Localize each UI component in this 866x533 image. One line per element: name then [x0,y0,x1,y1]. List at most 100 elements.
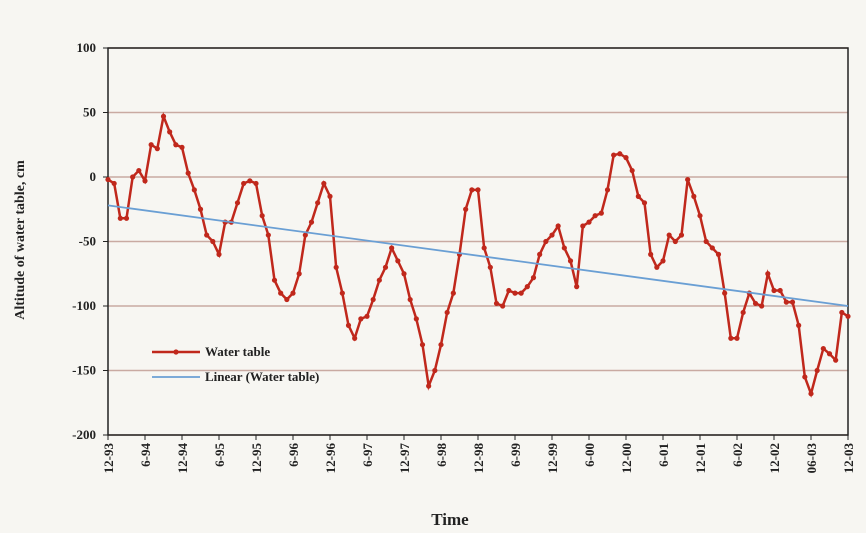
x-tick-label: 12-03 [841,443,856,474]
data-point [796,322,802,328]
x-tick-label: 06-03 [804,443,819,474]
data-point [389,245,395,251]
x-tick-label: 6-95 [212,443,227,467]
x-tick-label: 12-95 [249,443,264,474]
data-point [271,277,278,283]
data-point [247,178,253,184]
legend-label: Water table [205,344,270,359]
data-point [808,391,814,397]
data-point [820,345,826,352]
data-point [771,287,777,294]
data-point [265,232,271,238]
x-tick-label: 6-99 [508,443,523,467]
data-point [191,187,197,193]
data-point [426,383,432,389]
data-point [253,180,259,187]
data-point [752,300,759,307]
data-point [623,155,629,161]
plot-border [107,47,849,436]
data-point [333,264,339,270]
data-point [592,213,598,219]
data-point [339,290,345,296]
data-point [789,299,796,305]
data-point [259,213,265,219]
data-point [660,258,666,264]
data-point [641,200,648,206]
y-axis-title: Altitude of water table, cm [13,160,28,320]
data-point [345,322,352,328]
y-tick-label: 0 [90,169,97,184]
data-point [419,342,426,348]
x-tick-label: 6-96 [286,443,301,467]
data-point [555,223,561,229]
data-point [234,200,241,206]
data-point [469,187,475,193]
x-tick-label: 6-97 [360,443,375,467]
data-point [407,296,413,303]
y-tick-label: 50 [83,105,96,120]
y-tick-label: -50 [79,234,96,249]
data-point [105,176,111,183]
data-point [500,303,506,309]
data-point [327,193,333,199]
data-point [549,232,555,238]
data-point [475,187,481,193]
data-point [167,129,173,135]
data-point [672,238,678,245]
data-point [278,290,284,296]
data-point [543,238,549,245]
x-tick-label: 12-97 [397,443,412,474]
data-point [352,335,358,341]
data-point [783,299,789,305]
data-point [722,290,728,296]
data-point [296,271,302,277]
x-tick-label: 12-98 [471,443,486,474]
data-point [506,287,512,294]
data-point [216,251,222,257]
y-tick-label: -150 [72,363,96,378]
x-tick-label: 6-01 [656,443,671,467]
data-point [635,193,641,199]
data-point [154,146,160,152]
data-point [358,316,364,322]
data-point [130,174,136,180]
x-tick-label: 6-00 [582,443,597,467]
x-tick-label: 12-94 [175,443,190,474]
data-point [561,245,567,251]
data-point [678,232,685,238]
data-point [364,313,370,319]
data-point [567,258,574,264]
data-point [308,219,315,225]
x-tick-label: 6-02 [730,443,745,467]
data-point [117,215,123,221]
data-point [518,290,524,296]
data-point [173,142,179,148]
x-tick-label: 6-94 [138,443,153,467]
data-point [629,167,635,174]
data-point [574,284,580,290]
data-point [160,113,167,119]
data-point [802,374,808,380]
x-axis-title: Time [431,510,469,529]
y-tick-label: -100 [72,298,96,313]
data-point [382,264,389,270]
data-point [444,309,450,316]
data-point [839,309,845,316]
data-point [654,264,660,270]
data-point [715,251,722,257]
data-point [826,351,833,357]
x-tick-label: 12-02 [767,443,782,473]
data-point [123,215,130,221]
data-point [512,290,518,296]
data-point [290,290,296,296]
data-point [179,144,185,150]
data-point [136,167,142,174]
data-point [524,284,530,290]
x-tick-label: 12-01 [693,443,708,473]
data-point [759,303,765,309]
x-tick-label: 12-00 [619,443,634,473]
y-tick-label: -200 [72,427,96,442]
data-point [580,223,586,229]
series-line [107,204,849,307]
